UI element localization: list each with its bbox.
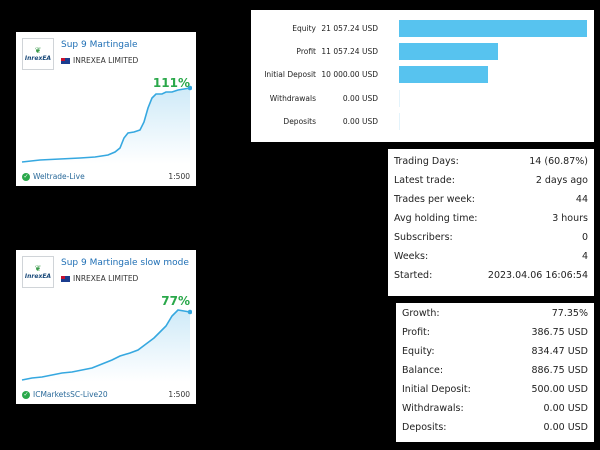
bar-label: Initial Deposit [264, 69, 316, 79]
growth-chart [21, 309, 192, 382]
balance-bar-panel: Equity 21 057.24 USD Profit 11 057.24 US… [251, 10, 594, 142]
bar-label: Profit [296, 46, 316, 56]
bar-label: Equity [292, 23, 316, 33]
leverage-value: 1:500 [168, 390, 190, 399]
stat-value: 77.35% [551, 307, 588, 319]
stat-value: 2023.04.06 16:06:54 [487, 269, 588, 281]
withdrawals-bar [399, 89, 400, 107]
signal-name[interactable]: Sup 9 Martingale [61, 40, 138, 50]
equity-bar [399, 19, 587, 37]
verified-check-icon: ✓ [22, 172, 30, 181]
stat-label: Deposits: [402, 421, 447, 433]
growth-line [21, 309, 191, 381]
provider-name: INREXEA LIMITED [73, 274, 139, 283]
provider-row: INREXEA LIMITED [61, 56, 138, 65]
growth-area [22, 88, 190, 164]
broker-row: ✓ ICMarketsSC-Live20 [22, 390, 108, 399]
stat-label: Trading Days: [394, 155, 459, 167]
leaf-icon: ❦ [34, 263, 42, 273]
broker-name: Weltrade-Live [33, 172, 85, 181]
stat-value: 3 hours [552, 212, 588, 224]
bar-value: 0.00 USD [342, 116, 378, 126]
stat-row-withdrawals: Withdrawals: 0.00 USD [402, 399, 588, 417]
stat-value: 0.00 USD [543, 402, 588, 414]
stat-row-balance: Balance: 886.75 USD [402, 361, 588, 379]
initial-deposit-bar [399, 65, 489, 83]
stat-value: 2 days ago [535, 174, 588, 186]
stat-value: 44 [575, 193, 588, 205]
growth-endpoint [187, 85, 192, 91]
provider-name: INREXEA LIMITED [73, 56, 139, 65]
stat-label: Avg holding time: [394, 212, 478, 224]
leverage-value: 1:500 [168, 172, 190, 181]
deposits-bar [399, 112, 400, 130]
account-stats-panel: Growth: 77.35% Profit: 386.75 USD Equity… [396, 303, 594, 442]
bar-row-equity: Equity 21 057.24 USD [251, 18, 594, 38]
stat-value: 0 [581, 231, 588, 243]
stat-value: 0.00 USD [543, 421, 588, 433]
trading-stats-panel: Trading Days: 14 (60.87%) Latest trade: … [388, 149, 594, 296]
stat-value: 14 (60.87%) [529, 155, 588, 167]
logo-text: InrexEA [24, 272, 52, 280]
stat-row-initial-deposit: Initial Deposit: 500.00 USD [402, 380, 588, 398]
logo-text: InrexEA [24, 54, 52, 62]
bar-row-deposits: Deposits 0.00 USD [251, 111, 594, 131]
bar-label: Withdrawals [269, 93, 316, 103]
stat-label: Subscribers: [394, 231, 453, 243]
stat-row-deposits: Deposits: 0.00 USD [402, 418, 588, 436]
growth-chart [21, 85, 192, 164]
stat-row-trades-per-week: Trades per week: 44 [394, 190, 588, 208]
stat-label: Withdrawals: [402, 402, 464, 414]
stat-label: Growth: [402, 307, 440, 319]
bar-label: Deposits [283, 116, 316, 126]
stat-label: Started: [394, 269, 433, 281]
broker-row: ✓ Weltrade-Live [22, 172, 85, 181]
stat-row-started: Started: 2023.04.06 16:06:54 [394, 266, 588, 284]
bar-row-profit: Profit 11 057.24 USD [251, 41, 594, 61]
stat-row-weeks: Weeks: 4 [394, 247, 588, 265]
stat-row-profit: Profit: 386.75 USD [402, 323, 588, 341]
stat-label: Initial Deposit: [402, 383, 471, 395]
provider-row: INREXEA LIMITED [61, 274, 138, 283]
stat-row-avg-holding-time: Avg holding time: 3 hours [394, 209, 588, 227]
stat-value: 386.75 USD [531, 326, 588, 338]
stat-value: 886.75 USD [531, 364, 588, 376]
stat-row-subscribers: Subscribers: 0 [394, 228, 588, 246]
stat-label: Weeks: [394, 250, 429, 262]
stat-value: 500.00 USD [531, 383, 588, 395]
bar-row-withdrawals: Withdrawals 0.00 USD [251, 88, 594, 108]
stat-label: Latest trade: [394, 174, 455, 186]
inrexea-logo: ❦ InrexEA [22, 38, 54, 70]
australia-flag-icon [61, 57, 70, 64]
bar-value: 10 000.00 USD [321, 69, 378, 79]
signal-card-sup9-martingale[interactable]: ❦ InrexEA Sup 9 Martingale INREXEA LIMIT… [16, 32, 196, 186]
stat-row-latest-trade: Latest trade: 2 days ago [394, 171, 588, 189]
stat-value: 834.47 USD [531, 345, 588, 357]
growth-endpoint [187, 309, 192, 315]
stat-label: Equity: [402, 345, 435, 357]
verified-check-icon: ✓ [22, 390, 30, 399]
stat-row-equity: Equity: 834.47 USD [402, 342, 588, 360]
growth-line [21, 87, 191, 163]
australia-flag-icon [61, 275, 70, 282]
profit-bar [399, 42, 498, 60]
bar-value: 11 057.24 USD [321, 46, 378, 56]
leaf-icon: ❦ [34, 45, 42, 55]
growth-value: 111% [152, 76, 190, 90]
stat-label: Trades per week: [394, 193, 475, 205]
growth-value: 77% [161, 294, 190, 308]
inrexea-logo: ❦ InrexEA [22, 256, 54, 288]
signal-card-sup9-slow-mode[interactable]: ❦ InrexEA Sup 9 Martingale slow mode INR… [16, 250, 196, 404]
growth-area [22, 310, 190, 382]
stat-row-growth: Growth: 77.35% [402, 304, 588, 322]
bar-value: 0.00 USD [342, 93, 378, 103]
bar-value: 21 057.24 USD [321, 23, 378, 33]
stat-value: 4 [581, 250, 588, 262]
signal-name[interactable]: Sup 9 Martingale slow mode [61, 258, 189, 268]
stat-label: Balance: [402, 364, 444, 376]
stat-label: Profit: [402, 326, 430, 338]
stat-row-trading-days: Trading Days: 14 (60.87%) [394, 152, 588, 170]
bar-row-initial-deposit: Initial Deposit 10 000.00 USD [251, 64, 594, 84]
broker-name: ICMarketsSC-Live20 [33, 390, 108, 399]
